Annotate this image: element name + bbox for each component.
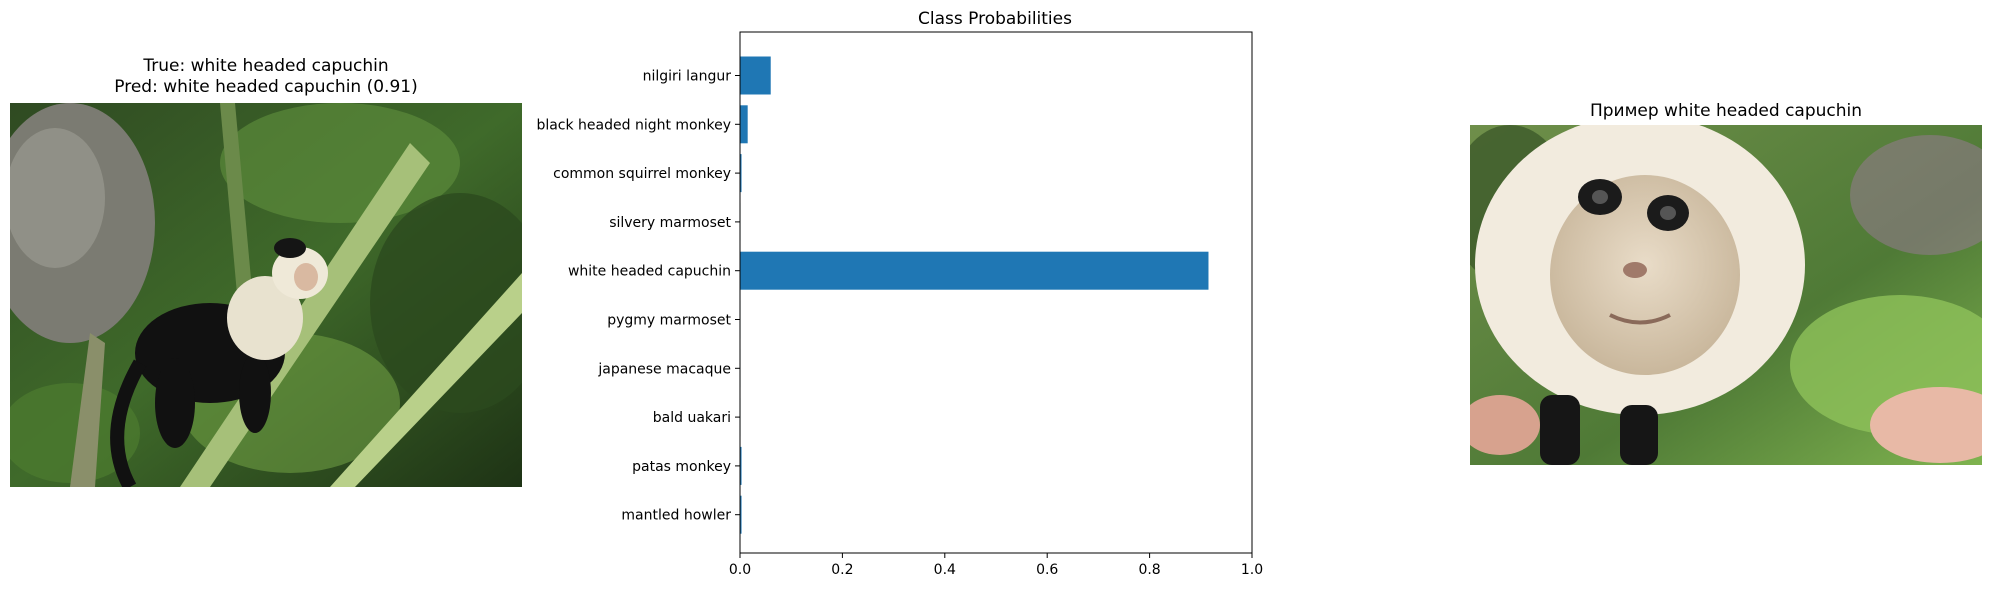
y-tick-label: black headed night monkey bbox=[536, 117, 731, 133]
x-tick-label: 0.6 bbox=[1036, 562, 1058, 578]
capuchin-portrait-photo bbox=[1470, 125, 1982, 465]
right-panel-title: Пример white headed capuchin bbox=[1589, 101, 1863, 121]
y-tick-label: common squirrel monkey bbox=[553, 166, 731, 182]
chart-title: Class Probabilities bbox=[918, 9, 1072, 29]
bar bbox=[740, 56, 771, 95]
bar bbox=[740, 446, 742, 485]
left-panel-title-line1: True: white headed capuchin bbox=[143, 56, 389, 76]
y-tick-label: bald uakari bbox=[653, 410, 731, 426]
plot-frame bbox=[739, 31, 1253, 554]
y-tick-label: white headed capuchin bbox=[568, 264, 731, 280]
capuchin-in-tree-photo bbox=[10, 103, 522, 487]
y-tick-label: pygmy marmoset bbox=[607, 313, 731, 329]
x-tick-label: 1.0 bbox=[1241, 562, 1263, 578]
x-tick-label: 0.2 bbox=[831, 562, 853, 578]
x-tick-label: 0.4 bbox=[934, 562, 956, 578]
bar bbox=[740, 495, 742, 534]
y-tick-label: nilgiri langur bbox=[643, 69, 732, 85]
x-tick-label: 0.0 bbox=[729, 562, 751, 578]
y-tick-label: silvery marmoset bbox=[609, 215, 731, 231]
bar bbox=[740, 105, 748, 144]
bar bbox=[740, 154, 742, 193]
bar bbox=[740, 251, 1209, 290]
y-tick-label: japanese macaque bbox=[597, 361, 731, 377]
y-tick-label: mantled howler bbox=[621, 508, 731, 524]
left-panel-title-line2: Pred: white headed capuchin (0.91) bbox=[114, 77, 418, 97]
x-tick-label: 0.8 bbox=[1138, 562, 1160, 578]
y-tick-label: patas monkey bbox=[632, 459, 731, 475]
